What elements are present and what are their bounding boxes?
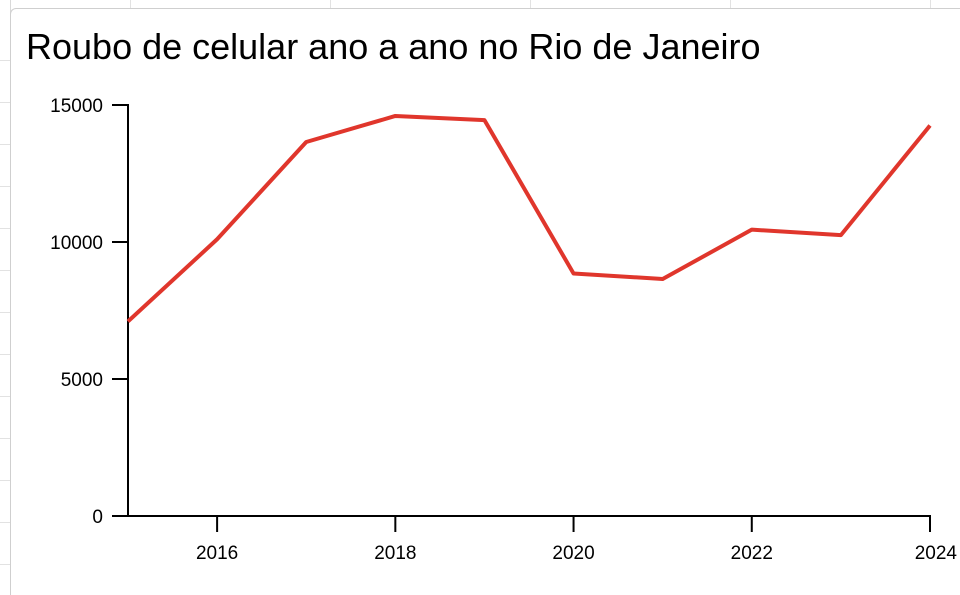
column-divider <box>530 0 531 8</box>
x-tick-label: 2020 <box>552 543 594 564</box>
row-divider <box>0 312 10 313</box>
column-divider <box>930 0 931 8</box>
x-tick-label: 2018 <box>374 543 416 564</box>
chart-card[interactable] <box>10 8 960 595</box>
row-divider <box>0 522 10 523</box>
column-divider <box>730 0 731 8</box>
row-divider <box>0 480 10 481</box>
x-tick-label: 2022 <box>731 543 773 564</box>
column-divider <box>330 0 331 8</box>
x-tick-label: 2016 <box>196 543 238 564</box>
row-divider <box>0 438 10 439</box>
row-divider <box>0 60 10 61</box>
row-divider <box>0 396 10 397</box>
row-divider <box>0 354 10 355</box>
y-tick-label: 15000 <box>50 96 103 117</box>
row-divider <box>0 102 10 103</box>
row-divider <box>0 228 10 229</box>
row-divider <box>0 564 10 565</box>
row-divider <box>0 186 10 187</box>
series-line-0 <box>126 113 932 323</box>
y-tick-label: 10000 <box>50 233 103 254</box>
row-divider <box>0 270 10 271</box>
x-tick-label: 2024 <box>915 543 958 564</box>
row-divider <box>0 144 10 145</box>
chart-title: Roubo de celular ano a ano no Rio de Jan… <box>26 26 761 67</box>
y-tick-label: 5000 <box>61 370 103 391</box>
column-divider <box>130 0 131 8</box>
y-tick-label: 0 <box>92 507 103 528</box>
